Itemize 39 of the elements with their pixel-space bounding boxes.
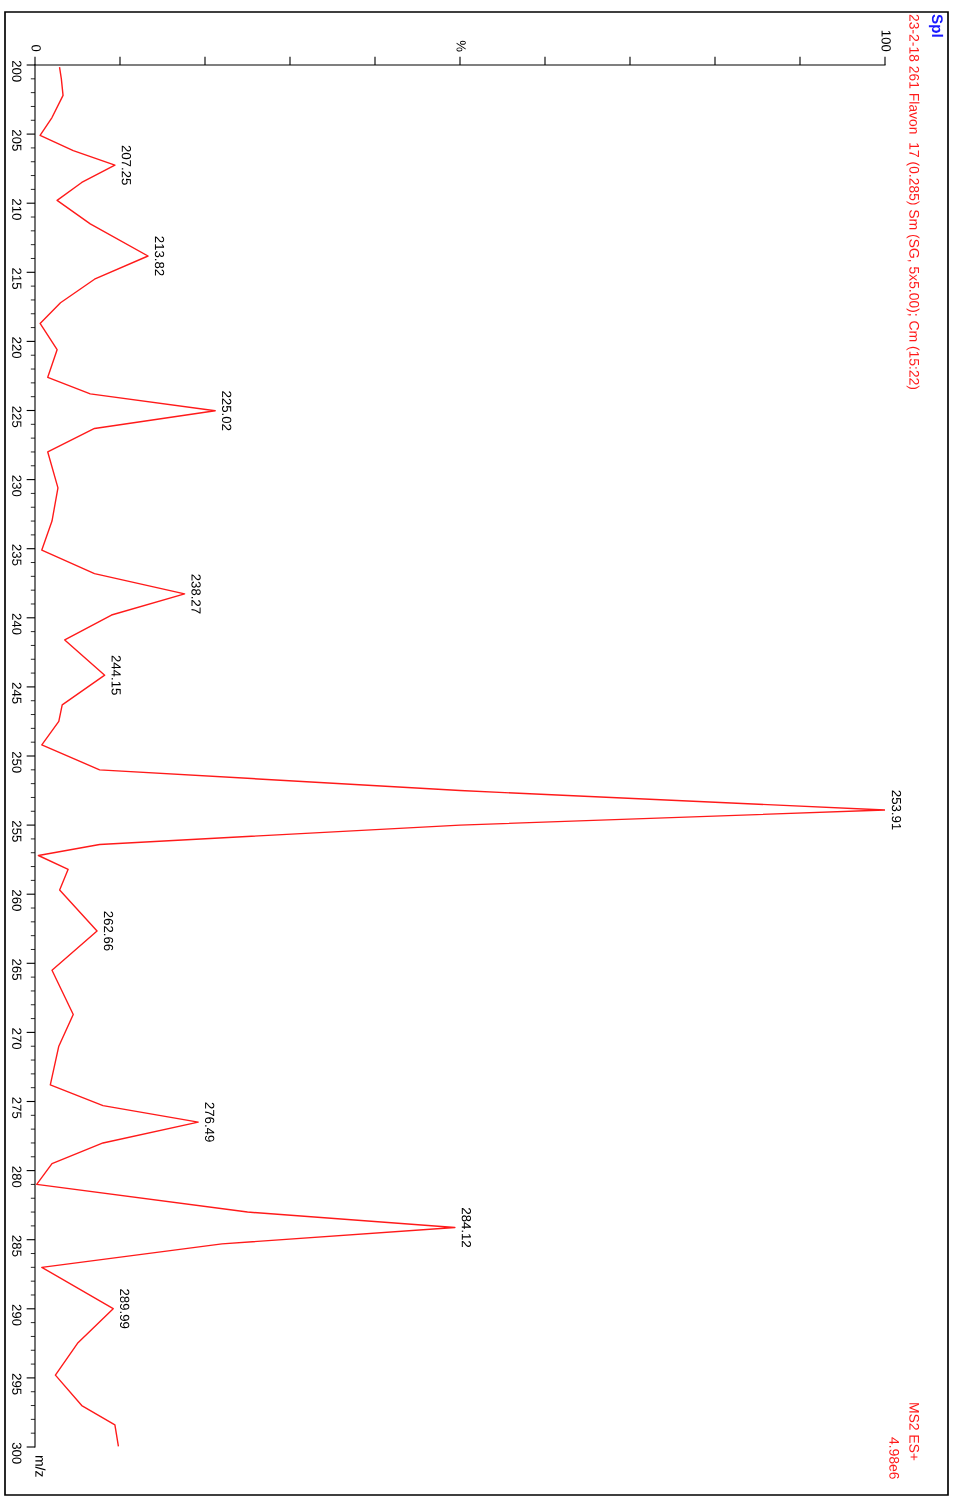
annotation: 225.02 — [221, 391, 232, 431]
y-tick-label: 215 — [12, 268, 22, 289]
y-tick-label: 230 — [12, 475, 22, 497]
y-tick-label: 200 — [12, 60, 22, 82]
y-tick-label: 245 — [12, 682, 22, 704]
y-tick-label: 270 — [12, 1028, 22, 1050]
text: MS2 ES+ — [909, 1403, 920, 1461]
annotation: 244.15 — [111, 655, 121, 695]
annotation: 238.27 — [191, 574, 201, 614]
y-tick-label: 235 — [12, 544, 22, 566]
y-tick-label: 265 — [12, 959, 22, 980]
annotation: 276.49 — [204, 1102, 215, 1142]
y-tick-label: 295 — [12, 1373, 22, 1395]
y-tick-label: 210 — [12, 199, 22, 220]
y-tick-label: 260 — [12, 890, 22, 911]
y-tick-label: 255 — [12, 820, 22, 842]
annotation: 213.82 — [154, 236, 165, 276]
x-tick-label: 0 — [31, 44, 41, 52]
y-tick-label: 250 — [12, 751, 22, 773]
y-tick-label: 300 — [12, 1442, 22, 1464]
y-tick-label: 285 — [12, 1235, 22, 1257]
y-tick-label: 240 — [12, 613, 22, 635]
annotation: 253.91 — [891, 790, 902, 830]
annotation: 284.12 — [461, 1208, 472, 1248]
y-tick-label: 275 — [12, 1097, 22, 1119]
text: 23-2-18 261 Flavon 17 (0.285) Sm (SG, 5x5.00); Cm (15:22) — [906, 14, 920, 390]
text: Spl — [928, 14, 944, 37]
y-tick-label: 205 — [12, 129, 22, 151]
y-tick-label: 220 — [12, 337, 22, 359]
text: 4.98e6 — [889, 1437, 900, 1479]
x-tick-label: 100 — [881, 30, 891, 52]
y-tick-label: 225 — [12, 406, 22, 428]
annotation: 207.25 — [121, 145, 132, 185]
text: m/z — [35, 1455, 46, 1477]
y-tick-label: 280 — [12, 1166, 22, 1188]
annotation: 262.66 — [103, 911, 114, 951]
annotation: 289.99 — [119, 1289, 130, 1329]
y-tick-label: 290 — [12, 1304, 22, 1326]
y-axis-title: % — [456, 40, 466, 52]
